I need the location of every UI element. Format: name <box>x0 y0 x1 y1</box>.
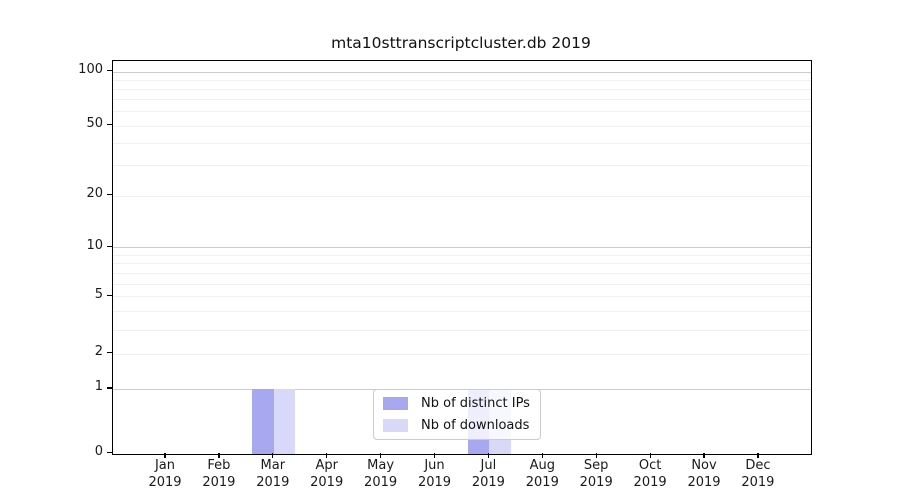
x-tick-year: 2019 <box>579 474 613 490</box>
gridline-minor <box>113 311 811 313</box>
x-tick <box>272 453 274 458</box>
x-tick-month: Mar <box>260 458 286 473</box>
y-tick-label: 100 <box>78 62 103 78</box>
x-tick-month: Sep <box>583 458 609 473</box>
y-tick <box>107 352 112 354</box>
x-tick-label: Jun 2019 <box>407 458 463 491</box>
x-tick <box>380 453 382 458</box>
x-tick <box>649 453 651 458</box>
gridline-major <box>113 71 811 73</box>
x-tick-month: Dec <box>745 458 771 473</box>
gridline-minor <box>113 79 811 81</box>
x-tick <box>703 453 705 458</box>
chart-title: mta10sttranscriptcluster.db 2019 <box>331 34 591 52</box>
y-tick-label: 0 <box>94 444 103 460</box>
legend-label-downloads: Nb of downloads <box>421 418 530 433</box>
x-tick-month: Nov <box>691 458 717 473</box>
y-tick <box>107 70 112 72</box>
x-tick-label: Aug 2019 <box>514 458 570 491</box>
x-tick-year: 2019 <box>202 474 236 490</box>
x-tick-year: 2019 <box>364 474 398 490</box>
legend-swatch-distinct-ips <box>383 397 408 410</box>
x-tick-month: Feb <box>207 458 231 473</box>
y-tick-label: 10 <box>86 237 103 253</box>
gridline-major <box>113 247 811 249</box>
x-tick <box>433 453 436 458</box>
x-tick-label: Dec 2019 <box>730 458 786 491</box>
x-tick-month: Jul <box>480 458 497 473</box>
gridline-minor <box>113 164 811 166</box>
gridline-minor <box>113 283 811 285</box>
x-tick <box>164 453 166 458</box>
y-tick <box>107 194 112 196</box>
x-tick-month: May <box>367 458 395 473</box>
x-tick-year: 2019 <box>741 474 775 490</box>
gridline-minor <box>113 195 811 197</box>
x-tick-year: 2019 <box>417 474 452 490</box>
gridline-minor <box>113 272 811 274</box>
bar-downloads-mar <box>273 388 296 454</box>
legend-item-downloads: Nb of downloads <box>383 418 530 433</box>
x-tick-year: 2019 <box>471 474 505 490</box>
x-tick <box>541 453 543 458</box>
gridline-minor <box>113 329 811 331</box>
x-tick-label: May 2019 <box>353 458 409 491</box>
x-tick-year: 2019 <box>310 474 344 490</box>
x-tick-label: Apr 2019 <box>299 458 355 491</box>
gridline-minor <box>113 353 811 355</box>
x-tick-month: Jan <box>154 458 176 473</box>
x-tick-label: Jul 2019 <box>460 458 516 491</box>
x-tick-label: Nov 2019 <box>676 458 732 491</box>
x-tick-month: Apr <box>315 458 338 473</box>
y-tick-label: 20 <box>86 186 103 202</box>
y-tick-label: 50 <box>86 116 103 131</box>
x-tick <box>218 453 220 458</box>
y-tick-label: 5 <box>94 286 103 302</box>
legend: Nb of distinct IPs Nb of downloads <box>373 389 541 440</box>
legend-item-distinct-ips: Nb of distinct IPs <box>383 396 530 411</box>
bar-distinct-ips-mar <box>252 388 274 454</box>
legend-label-distinct-ips: Nb of distinct IPs <box>421 396 530 411</box>
y-tick <box>107 452 112 454</box>
x-tick-year: 2019 <box>256 474 290 490</box>
gridline-minor <box>113 111 811 113</box>
x-tick <box>757 453 759 458</box>
x-tick-label: Jan 2019 <box>137 458 193 491</box>
x-tick <box>595 453 597 458</box>
y-tick <box>107 123 112 126</box>
y-tick <box>107 294 112 296</box>
x-tick-year: 2019 <box>525 474 559 490</box>
x-tick-label: Feb 2019 <box>191 458 247 491</box>
gridline-minor <box>113 263 811 265</box>
y-tick-label: 2 <box>94 344 103 360</box>
y-tick <box>107 387 112 389</box>
gridline-minor <box>113 125 811 127</box>
x-tick-label: Sep 2019 <box>568 458 624 491</box>
x-tick <box>326 453 328 458</box>
gridline-minor <box>113 296 811 298</box>
y-tick-label: 1 <box>94 379 103 395</box>
gridline-minor <box>113 254 811 256</box>
x-tick-month: Jun <box>424 458 445 473</box>
legend-swatch-downloads <box>383 419 408 432</box>
x-tick-year: 2019 <box>687 474 721 490</box>
y-tick <box>107 245 112 247</box>
x-tick-label: Mar 2019 <box>245 458 301 491</box>
gridline-minor <box>113 99 811 101</box>
x-tick-year: 2019 <box>633 474 667 490</box>
x-tick-month: Aug <box>529 458 555 473</box>
x-tick-label: Oct 2019 <box>622 458 678 491</box>
gridline-minor <box>113 89 811 90</box>
x-tick <box>487 453 490 458</box>
x-tick-year: 2019 <box>148 474 182 490</box>
gridline-minor <box>113 142 811 144</box>
x-tick-month: Oct <box>638 458 662 473</box>
